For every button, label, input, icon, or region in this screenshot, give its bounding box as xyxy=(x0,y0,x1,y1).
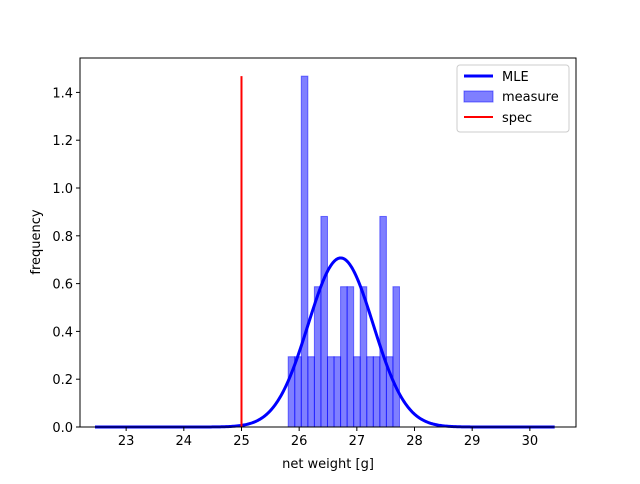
histogram-bar xyxy=(320,215,328,428)
x-tick-label: 29 xyxy=(464,434,481,449)
histogram-bar xyxy=(300,75,309,428)
histogram-bar xyxy=(379,215,387,428)
histogram-bar xyxy=(313,286,322,428)
y-tick-label: 0.6 xyxy=(52,278,73,293)
x-tick-label: 25 xyxy=(233,434,250,449)
legend-measure-swatch xyxy=(463,90,494,103)
histogram-bar xyxy=(372,356,381,428)
legend-spec-label: spec xyxy=(502,111,532,126)
histogram-bar xyxy=(333,356,342,428)
histogram-bar xyxy=(294,356,302,428)
legend-measure-label: measure xyxy=(502,90,559,105)
histogram-bar xyxy=(326,356,335,428)
histogram-bar xyxy=(366,356,374,428)
y-tick-label: 1.2 xyxy=(52,134,73,149)
y-tick-label: 1.0 xyxy=(52,182,73,197)
y-tick-label: 0.4 xyxy=(52,325,73,340)
axes-frame xyxy=(79,57,577,428)
x-tick-label: 24 xyxy=(176,434,193,449)
y-axis-label: frequency xyxy=(29,209,44,275)
x-tick-label: 27 xyxy=(349,434,366,449)
histogram-bar xyxy=(346,286,355,428)
y-tick-label: 0.8 xyxy=(52,230,73,245)
x-tick-label: 26 xyxy=(291,434,308,449)
y-tick-label: 0.2 xyxy=(52,373,73,388)
x-axis-label: net weight [g] xyxy=(282,457,374,472)
histogram-bar xyxy=(392,286,400,428)
histogram-bar xyxy=(307,356,315,428)
legend-mle-label: MLE xyxy=(502,70,529,85)
histogram-bar xyxy=(353,356,361,428)
x-tick-label: 28 xyxy=(406,434,423,449)
histogram-bar xyxy=(359,286,368,428)
x-axis-ticks: 23 24 25 26 27 28 29 30 xyxy=(118,427,538,449)
y-axis-ticks: 0.0 0.2 0.4 0.6 0.8 1.0 1.2 1.4 xyxy=(52,86,80,436)
histogram-bar xyxy=(340,286,348,428)
x-tick-label: 30 xyxy=(522,434,539,449)
legend: MLE measure spec xyxy=(456,64,570,133)
y-tick-label: 0.0 xyxy=(52,421,73,436)
y-tick-label: 1.4 xyxy=(52,86,73,101)
legend-box xyxy=(456,64,570,133)
x-tick-label: 23 xyxy=(118,434,135,449)
